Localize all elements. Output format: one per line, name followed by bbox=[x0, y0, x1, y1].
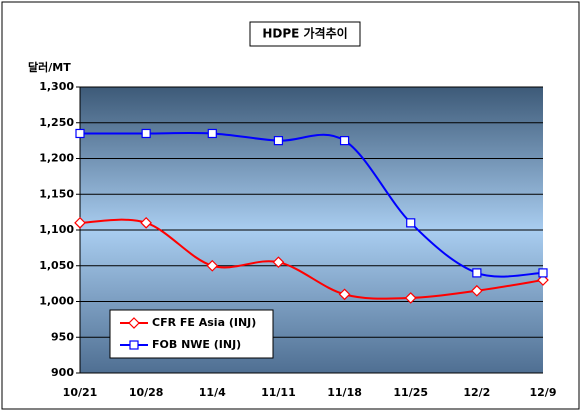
series bbox=[74, 128, 549, 304]
marker bbox=[128, 317, 140, 329]
legend: CFR FE Asia (INJ) FOB NWE (INJ) bbox=[120, 316, 256, 351]
y-tick-label: 1,300 bbox=[39, 80, 74, 93]
y-tick-label: 1,200 bbox=[39, 152, 74, 165]
marker bbox=[74, 217, 86, 229]
title-box bbox=[249, 21, 361, 47]
x-tick-label: 11/4 bbox=[199, 386, 226, 399]
legend-label: CFR FE Asia (INJ) bbox=[152, 316, 256, 329]
series-line bbox=[79, 131, 544, 278]
y-tick-label: 1,100 bbox=[39, 223, 74, 236]
legend-box bbox=[109, 309, 274, 359]
x-tick-label: 12/2 bbox=[463, 386, 490, 399]
y-axis-label: 달러/MT bbox=[28, 60, 71, 74]
y-tick-label: 1,150 bbox=[39, 187, 74, 200]
legend-label: FOB NWE (INJ) bbox=[152, 338, 241, 351]
marker bbox=[206, 259, 219, 272]
y-tick-label: 1,050 bbox=[39, 259, 74, 272]
x-tick-label: 11/18 bbox=[327, 386, 362, 399]
marker bbox=[207, 128, 217, 139]
x-tick-label: 11/25 bbox=[393, 386, 428, 399]
marker bbox=[404, 292, 417, 304]
marker bbox=[273, 136, 284, 146]
marker bbox=[406, 218, 416, 228]
y-tick-label: 950 bbox=[51, 330, 74, 343]
marker bbox=[472, 268, 482, 278]
x-tick-label: 11/11 bbox=[261, 386, 296, 399]
series-line bbox=[79, 218, 544, 300]
marker bbox=[272, 256, 285, 269]
x-tick-label: 10/21 bbox=[63, 386, 98, 399]
marker bbox=[339, 136, 350, 146]
x-tick-label: 10/28 bbox=[129, 386, 164, 399]
y-tick-label: 900 bbox=[51, 366, 74, 379]
marker bbox=[471, 284, 483, 297]
marker bbox=[538, 268, 548, 278]
y-tick-label: 1,250 bbox=[39, 116, 74, 129]
marker bbox=[75, 128, 85, 139]
y-tick-label: 1,000 bbox=[39, 295, 74, 308]
marker bbox=[129, 340, 139, 350]
marker bbox=[338, 288, 351, 301]
marker bbox=[140, 217, 152, 229]
marker bbox=[537, 274, 549, 286]
marker bbox=[141, 128, 151, 139]
x-tick-label: 12/9 bbox=[530, 386, 557, 399]
chart-title: HDPE 가격추이 bbox=[262, 26, 347, 41]
